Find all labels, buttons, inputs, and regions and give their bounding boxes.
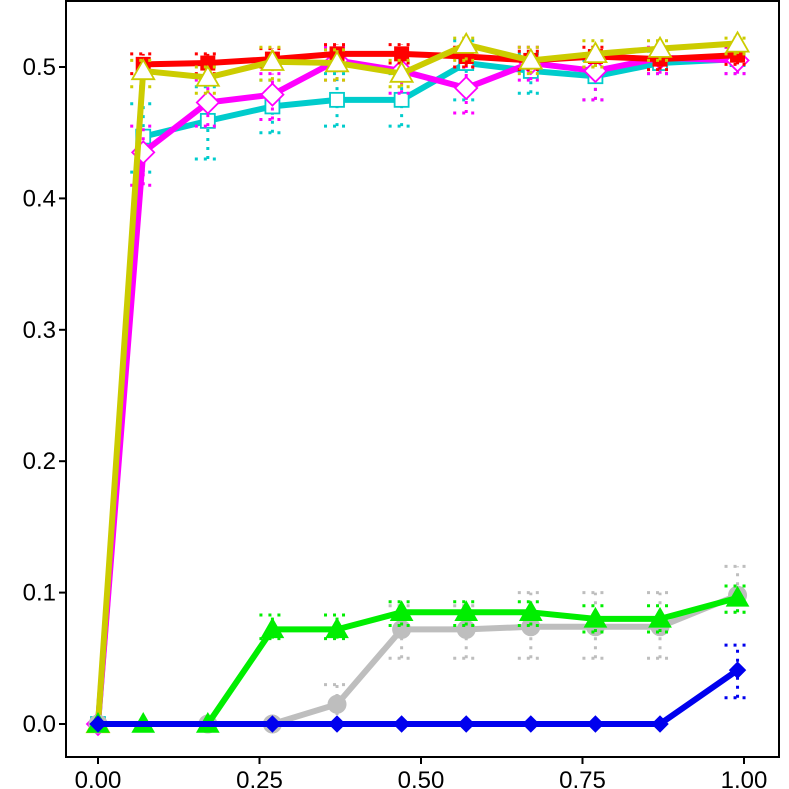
x-tick-label: 0.75: [559, 767, 606, 789]
data-point-olive: [724, 30, 751, 53]
y-tick-label: 0.1: [23, 580, 56, 607]
data-point-green: [325, 617, 349, 639]
data-point-green: [389, 600, 414, 622]
data-point-blue: [728, 661, 747, 679]
series-line-green: [98, 594, 739, 727]
data-point-olive: [518, 47, 544, 70]
data-point-magenta: [195, 90, 221, 115]
data-point-cyan: [329, 91, 345, 108]
y-tick-label: 0.5: [23, 54, 56, 81]
data-point-olive: [130, 58, 156, 81]
x-tick-label: 0.00: [75, 767, 122, 789]
data-point-olive: [582, 41, 608, 64]
series-line-blue: [98, 667, 740, 727]
y-tick-label: 0.2: [23, 448, 56, 475]
data-point-olive: [195, 64, 221, 87]
series-gray: [88, 564, 751, 734]
data-point-blue: [392, 715, 411, 733]
data-point-olive: [324, 50, 350, 73]
data-point-green: [648, 606, 672, 628]
data-point-blue: [89, 715, 107, 733]
y-tick-label: 0.4: [23, 185, 56, 212]
data-point-blue: [328, 715, 346, 733]
data-point-blue: [522, 715, 540, 733]
y-tick-label: 0.3: [23, 317, 56, 344]
plot-frame: [65, 0, 780, 758]
data-point-blue: [263, 715, 282, 733]
data-point-olive: [259, 48, 285, 71]
x-tick-label: 1.00: [721, 767, 768, 789]
data-point-olive: [389, 60, 415, 83]
data-point-magenta: [453, 75, 479, 101]
data-point-blue: [457, 715, 475, 733]
data-point-green: [260, 617, 285, 639]
y-axis: 0.0 0.1 0.2 0.3 0.4 0.5: [23, 54, 66, 738]
data-point-green: [725, 585, 750, 607]
series-green: [86, 584, 751, 733]
data-point-green: [454, 600, 479, 622]
data-point-green: [518, 600, 543, 622]
data-point-red: [394, 46, 410, 62]
series-blue: [89, 643, 751, 733]
x-tick-label: 0.25: [236, 767, 283, 789]
data-point-olive: [453, 31, 479, 54]
series-line-red: [143, 50, 738, 68]
data-point-olive: [647, 35, 673, 58]
series-olive: [85, 30, 751, 734]
series-line-olive: [95, 40, 738, 725]
data-point-blue: [651, 715, 669, 733]
x-axis: 0.00 0.25 0.50 0.75 1.00: [75, 757, 768, 789]
data-point-cyan: [393, 91, 410, 108]
x-tick-label: 0.50: [398, 767, 445, 789]
y-tick-label: 0.0: [23, 711, 56, 738]
data-point-gray: [327, 694, 347, 714]
data-point-green: [583, 606, 608, 628]
data-point-blue: [586, 715, 605, 733]
series-layer: [85, 30, 751, 737]
data-point-magenta: [260, 82, 285, 107]
